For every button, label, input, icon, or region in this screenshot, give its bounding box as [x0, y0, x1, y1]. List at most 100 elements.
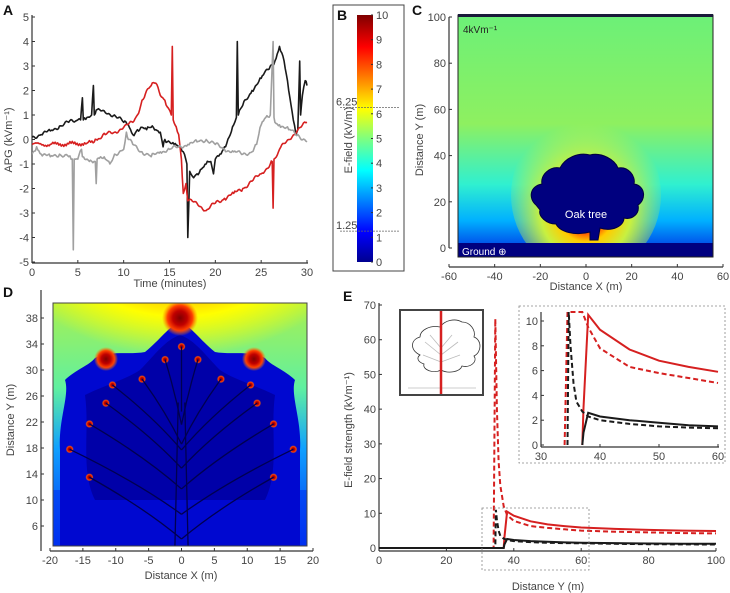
panel-c-y-tick-label: 60 [434, 104, 446, 116]
panel-d-y-tick-label: 6 [32, 521, 38, 533]
panel-label-b: B [337, 7, 347, 23]
colorbar-threshold-label: 6.25 [336, 97, 357, 109]
colorbar-label: E-field (kV/m) [343, 107, 355, 174]
panel-a-y-tick-label: 3 [23, 61, 29, 73]
panel-c-x-tick-label: 40 [671, 271, 683, 283]
panel-a-xlabel: Time (minutes) [134, 278, 207, 290]
inset-series-line-red-solid [581, 312, 719, 446]
series-line-red-trace [32, 45, 308, 212]
panel-d-frame [52, 302, 308, 547]
colorbar-tick-label: 9 [376, 35, 382, 47]
inset-x-tick-label: 60 [712, 451, 724, 463]
zoom-region-box [481, 507, 590, 571]
inset-y-tick-label: 2 [532, 415, 538, 427]
panel-e-field-profile: 0 10 20 30 40 50 60 70 0 20 40 60 80 100 0 2 4 6 8 10 30 40 5… [343, 300, 726, 593]
panel-a-x-tick-label: 25 [255, 267, 267, 279]
panel-e-y-tick-label: 0 [370, 543, 376, 555]
panel-a-y-tick-label: -2 [19, 184, 29, 196]
hotspot [242, 347, 266, 371]
colorbar-threshold-label: 1.25 [336, 220, 357, 232]
panel-c-x-tick-label: -40 [487, 271, 503, 283]
panel-e-y-tick-label: 60 [364, 335, 376, 347]
inset-y-tick-label: 4 [532, 390, 538, 402]
panel-e-y-tick-label: 40 [364, 404, 376, 416]
panel-d-y-tick-label: 38 [26, 313, 38, 325]
panel-d-x-tick-label: -20 [42, 555, 58, 567]
branch-outline [69, 448, 182, 515]
ground-label: Ground ⊕ [462, 247, 507, 258]
panel-d-x-tick-label: -15 [75, 555, 91, 567]
panel-d-field-map-detail: 6 10 14 18 22 26 30 34 38 -20 -15 -10 -5 0 5 10 15 20 Dis… [5, 290, 319, 582]
panel-d-y-tick-label: 18 [26, 443, 38, 455]
panel-d-y-tick-label: 30 [26, 365, 38, 377]
inset-y-tick-label: 0 [532, 440, 538, 452]
branch-outline [181, 423, 274, 490]
panel-a-y-tick-label: -4 [19, 233, 29, 245]
panel-a-x-tick-label: 30 [301, 267, 313, 279]
colorbar-tick-label: 2 [376, 208, 382, 220]
panel-c-xlabel: Distance X (m) [550, 281, 623, 293]
branch-outline [89, 423, 182, 490]
series-line-black-trace [32, 40, 308, 239]
inset-x-tick-label: 50 [653, 451, 665, 463]
panel-a-x-tick-label: 0 [29, 267, 35, 279]
panel-d-y-tick-label: 34 [26, 339, 38, 351]
panel-a-y-tick-label: 2 [23, 86, 29, 98]
branch-outline [181, 402, 258, 469]
ground-strip [458, 243, 713, 257]
panel-c-x-tick-label: 60 [717, 271, 729, 283]
panel-d-x-tick-label: -5 [144, 555, 154, 567]
series-line-red-dashed [379, 318, 717, 549]
panel-a-x-tick-label: 15 [163, 267, 175, 279]
colorbar-frame [332, 4, 405, 272]
colorbar-tick-label: 4 [376, 158, 382, 170]
colorbar-tick-label: 10 [376, 10, 388, 22]
panel-c-y-tick-label: 40 [434, 151, 446, 163]
colorbar-tick-label: 8 [376, 59, 382, 71]
panel-c-y-tick-label: 0 [440, 243, 446, 255]
branch-outline [181, 448, 294, 515]
panel-d-x-tick-label: 5 [211, 555, 217, 567]
branch-outline [181, 384, 251, 451]
hotspot [162, 303, 198, 336]
inset-y-tick-label: 8 [532, 341, 538, 353]
panel-c-x-tick-label: -60 [441, 271, 457, 283]
branch-tip-hotspot [65, 445, 74, 454]
colorbar-tick-label: 0 [376, 257, 382, 269]
panel-d-x-tick-label: 20 [307, 555, 319, 567]
panel-d-y-tick-label: 10 [26, 495, 38, 507]
panel-a-y-tick-label: 0 [23, 135, 29, 147]
inset-y-tick-label: 10 [526, 316, 538, 328]
panel-a-x-tick-label: 5 [75, 267, 81, 279]
branch-outline [112, 384, 182, 451]
tree-pictogram-inset [399, 309, 484, 396]
branch-outline [180, 359, 199, 425]
panel-d-y-tick-label: 26 [26, 391, 38, 403]
panel-d-y-tick-label: 22 [26, 417, 38, 429]
branch-outline [181, 476, 274, 540]
panel-e-x-tick-label: 0 [376, 555, 382, 567]
panel-e-y-tick-label: 20 [364, 474, 376, 486]
panel-a-y-tick-label: -3 [19, 208, 29, 220]
inset-series-line-black-dashed [566, 311, 719, 446]
colorbar-gradient [357, 15, 373, 262]
panel-c-y-tick-label: 80 [434, 58, 446, 70]
panel-c-y-tick-label: 20 [434, 197, 446, 209]
panel-label-d: D [3, 284, 13, 300]
branch-outline [180, 378, 222, 445]
branch-outline [164, 359, 183, 425]
panel-a-y-tick-label: 4 [23, 37, 29, 49]
panel-d-ylabel: Distance Y (m) [5, 384, 17, 456]
panel-c-field-map: 4kVm⁻¹ Oak tree Ground ⊕ 0 20 40 60 80 100 -60… [414, 12, 729, 293]
panel-a-y-tick-label: -5 [19, 257, 29, 269]
panel-d-y-tick-label: 14 [26, 469, 38, 481]
branch-outline [141, 378, 183, 445]
panel-e-xlabel: Distance Y (m) [512, 581, 584, 593]
panel-d-x-tick-label: 0 [178, 555, 184, 567]
panel-b-colorbar: 0 1 2 3 4 5 6 7 8 9 10 6.25 1.25 E-field (kV/m) [332, 4, 405, 272]
panel-e-x-tick-label: 40 [508, 555, 520, 567]
inset-y-tick-label: 6 [532, 366, 538, 378]
panel-e-x-tick-label: 20 [440, 555, 452, 567]
panel-e-x-tick-label: 100 [707, 555, 725, 567]
